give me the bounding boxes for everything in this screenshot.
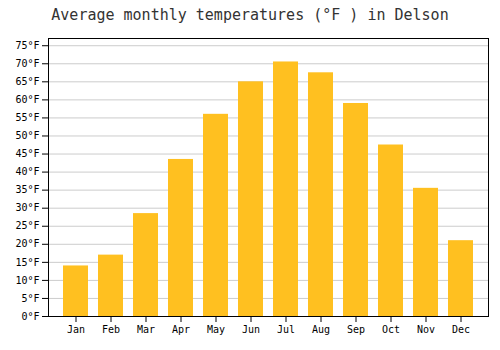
- svg-text:Jan: Jan: [67, 324, 85, 335]
- svg-text:10°F: 10°F: [15, 275, 39, 286]
- svg-text:60°F: 60°F: [15, 94, 39, 105]
- svg-text:Mar: Mar: [137, 324, 155, 335]
- html-text:Average monthly temperatures (: Average monthly temperatures (°F ) in De…: [51, 6, 449, 24]
- svg-text:0°F: 0°F: [21, 311, 39, 322]
- svg-text:75°F: 75°F: [15, 40, 39, 51]
- svg-text:May: May: [207, 324, 225, 335]
- svg-text:25°F: 25°F: [15, 220, 39, 231]
- svg-text:Feb: Feb: [102, 324, 120, 335]
- svg-text:Oct: Oct: [382, 324, 400, 335]
- svg-text:Jun: Jun: [242, 324, 260, 335]
- svg-text:20°F: 20°F: [15, 238, 39, 249]
- svg-text:35°F: 35°F: [15, 184, 39, 195]
- svg-text:70°F: 70°F: [15, 58, 39, 69]
- svg-text:15°F: 15°F: [15, 257, 39, 268]
- svg-text:Apr: Apr: [172, 324, 190, 335]
- svg-text:Nov: Nov: [417, 324, 435, 335]
- svg-text:Jul: Jul: [277, 324, 295, 335]
- svg-text:30°F: 30°F: [15, 202, 39, 213]
- svg-text:Dec: Dec: [452, 324, 470, 335]
- svg-text:5°F: 5°F: [21, 293, 39, 304]
- svg-text:40°F: 40°F: [15, 166, 39, 177]
- svg-text:45°F: 45°F: [15, 148, 39, 159]
- svg-text:Aug: Aug: [312, 324, 330, 335]
- svg-text:Sep: Sep: [347, 324, 365, 335]
- svg-text:50°F: 50°F: [15, 130, 39, 141]
- svg-text:55°F: 55°F: [15, 112, 39, 123]
- svg-text:65°F: 65°F: [15, 76, 39, 87]
